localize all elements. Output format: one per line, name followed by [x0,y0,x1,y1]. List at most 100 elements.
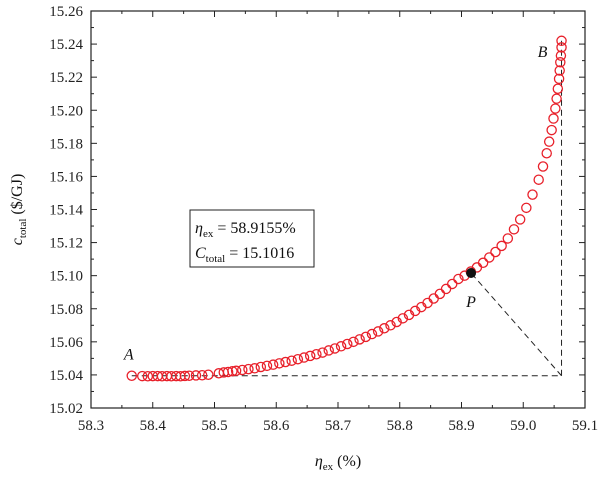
data-point [298,352,310,363]
guide-lines [131,40,563,377]
data-point [397,313,409,324]
x-tick-label: 58.4 [140,418,167,434]
x-tick-label: 59.0 [510,418,536,434]
info-eta-subscript: ex [203,228,214,240]
label-a: A [123,347,134,364]
data-point [237,364,248,376]
data-point [203,369,214,381]
data-point [190,370,202,381]
data-point [329,343,341,354]
data-point [354,334,365,345]
highlight-point-p [466,268,477,279]
guide-line-diagonal [470,272,562,377]
x-axis-symbol: η [315,453,323,470]
y-tick-label: 15.06 [49,335,83,351]
data-point [553,73,565,85]
axes-layer: 58.3 58.4 58.5 58.6 58.7 58.8 58.9 59.0 59.1 15.0… [9,4,598,473]
y-tick-label: 15.22 [49,70,83,86]
y-tick-label: 15.02 [49,401,83,417]
y-tick-label: 15.04 [49,368,83,384]
data-point [554,65,565,76]
data-point [477,257,489,269]
info-box-line2: Ctotal = 15.1016 [195,245,294,265]
info-box-line1: ηex = 58.9155% [195,220,296,240]
y-tick-label: 15.14 [49,203,83,219]
info-eta-value: = 58.9155% [213,220,295,237]
data-points [126,35,567,382]
data-point [366,328,378,340]
data-point [556,35,567,47]
y-tick-label: 15.24 [49,37,83,53]
data-point [222,366,234,378]
data-point [243,363,254,375]
data-point [196,369,208,381]
x-tick-label: 58.6 [263,418,290,434]
data-point [527,189,538,200]
y-tick-label: 15.26 [49,4,83,20]
info-box-frame [189,209,315,268]
data-point [142,370,154,382]
data-point [550,103,561,114]
data-point [323,345,334,356]
data-point [335,341,347,352]
x-tick-label: 58.5 [201,418,227,434]
data-point [348,336,359,348]
data-point [484,252,495,263]
data-point [227,366,238,377]
data-point [546,124,557,136]
info-c-value: = 15.1016 [225,245,294,262]
y-axis-unit: ($/GJ) [9,174,26,219]
y-tick-label: 15.16 [49,169,83,185]
y-tick-label: 15.08 [49,302,83,318]
data-point [508,224,520,235]
y-axis-subscript: total [17,219,29,239]
data-point [372,326,384,337]
x-tick-label: 58.7 [325,418,352,434]
data-point [274,358,285,369]
data-point [267,359,279,370]
data-point [543,136,555,147]
data-point [360,331,372,343]
point-labels: A B P [123,44,548,364]
data-point [555,57,566,68]
data-point [126,370,138,381]
data-point [551,93,562,104]
x-axis-subscript: ex [323,461,334,473]
data-point [280,356,291,368]
data-point [249,363,260,374]
info-c-symbol: C [195,245,206,262]
y-axis-symbol: c [9,238,26,245]
y-axis-label: ctotal ($/GJ) [9,174,29,246]
x-tick-label: 58.8 [387,418,413,434]
x-tick-label: 58.9 [448,418,474,434]
data-point [311,348,322,360]
data-point [261,360,273,372]
data-point [541,148,552,159]
data-point [502,233,514,244]
data-point [137,370,148,382]
y-tick-label: 15.12 [49,236,83,252]
info-eta-symbol: η [195,220,203,237]
label-b: B [538,44,548,61]
data-point [304,350,316,362]
data-point [179,370,191,382]
data-point [555,50,567,61]
data-point [552,83,564,94]
data-point [533,174,544,185]
data-point [556,42,567,53]
data-point [230,365,242,377]
data-point [514,214,526,225]
y-tick-label: 15.10 [49,269,83,285]
x-tick-label: 58.3 [78,418,104,434]
data-point [286,355,297,366]
data-point [391,316,402,328]
data-point [183,370,195,381]
data-point [255,361,267,373]
y-tick-label: 15.18 [49,136,83,152]
info-c-subscript: total [206,253,226,265]
data-point [342,338,353,350]
data-point [537,161,549,172]
info-box: ηex = 58.9155% Ctotal = 15.1016 [189,209,315,268]
x-axis-unit: (%) [333,453,361,470]
